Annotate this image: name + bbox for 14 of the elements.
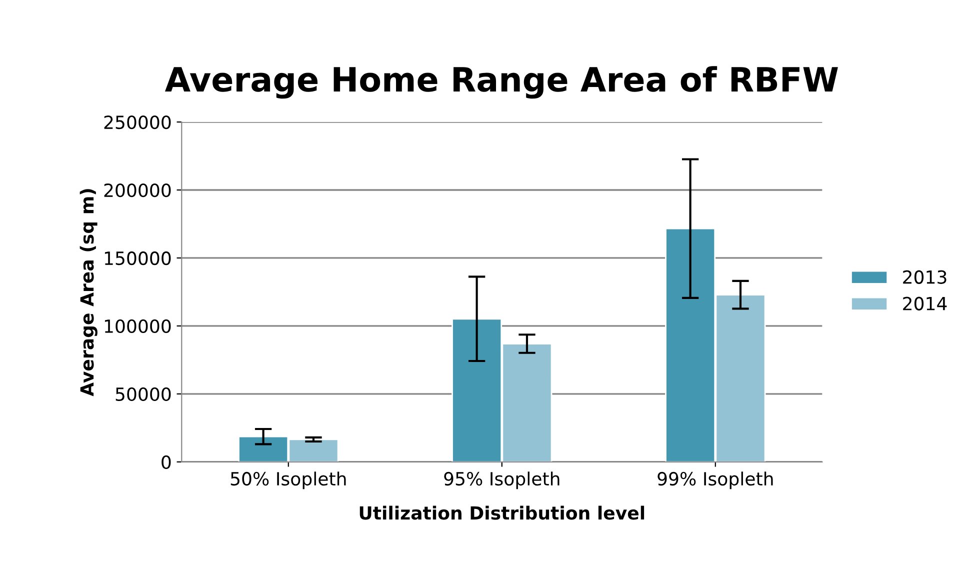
chart-title: Average Home Range Area of RBFW <box>164 66 838 99</box>
x-tick-label: 50% Isopleth <box>230 472 346 490</box>
x-tick-label: 99% Isopleth <box>658 472 773 490</box>
y-axis-title: Average Area (sq m) <box>80 189 98 396</box>
legend-label: 2013 <box>903 270 946 284</box>
y-tick-label: 200000 <box>104 183 171 198</box>
y-tick-label: 50000 <box>116 387 171 402</box>
x-tick-label: 95% Isopleth <box>444 472 560 490</box>
y-tick-label: 250000 <box>104 115 171 130</box>
y-tick-label: 0 <box>162 455 171 470</box>
legend-label: 2014 <box>903 296 947 310</box>
y-tick-label: 150000 <box>104 251 171 266</box>
x-axis-title: Utilization Distribution level <box>360 506 644 520</box>
y-tick-label: 100000 <box>104 319 171 334</box>
